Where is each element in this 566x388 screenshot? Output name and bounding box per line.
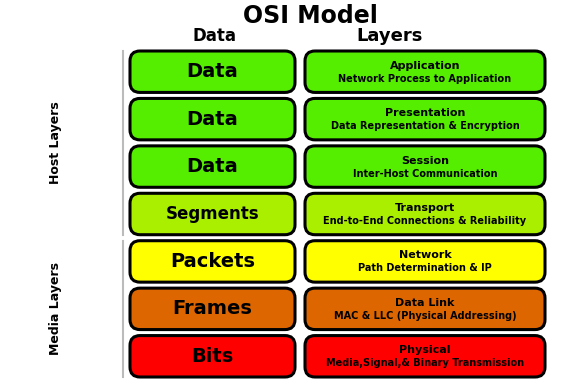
FancyBboxPatch shape <box>130 99 295 140</box>
Text: Data Representation & Encryption: Data Representation & Encryption <box>331 121 520 131</box>
FancyBboxPatch shape <box>305 99 545 140</box>
Text: Physical: Physical <box>399 345 451 355</box>
Text: Application: Application <box>390 61 460 71</box>
Text: Transport: Transport <box>395 203 455 213</box>
FancyBboxPatch shape <box>130 193 295 235</box>
Text: Presentation: Presentation <box>385 108 465 118</box>
Text: Session: Session <box>401 156 449 166</box>
FancyBboxPatch shape <box>305 193 545 235</box>
Text: Data: Data <box>187 157 238 176</box>
FancyBboxPatch shape <box>130 288 295 329</box>
Text: Inter-Host Communication: Inter-Host Communication <box>353 168 498 178</box>
Text: Bits: Bits <box>191 347 234 366</box>
Text: Data: Data <box>193 27 237 45</box>
FancyBboxPatch shape <box>305 336 545 377</box>
Text: Path Determination & IP: Path Determination & IP <box>358 263 492 274</box>
Text: Packets: Packets <box>170 252 255 271</box>
Text: Frames: Frames <box>173 300 252 319</box>
Text: Data: Data <box>187 62 238 81</box>
FancyBboxPatch shape <box>130 51 295 92</box>
Text: Data: Data <box>187 110 238 129</box>
Text: Segments: Segments <box>166 205 259 223</box>
FancyBboxPatch shape <box>130 336 295 377</box>
Text: OSI Model: OSI Model <box>243 4 378 28</box>
FancyBboxPatch shape <box>305 51 545 92</box>
Text: MAC & LLC (Physical Addressing): MAC & LLC (Physical Addressing) <box>334 311 516 321</box>
FancyBboxPatch shape <box>305 288 545 329</box>
Text: Media,Signal,& Binary Transmission: Media,Signal,& Binary Transmission <box>326 358 524 368</box>
Text: Data Link: Data Link <box>395 298 454 308</box>
Text: Media Layers: Media Layers <box>49 262 62 355</box>
Text: Host Layers: Host Layers <box>49 102 62 184</box>
Text: End-to-End Connections & Reliability: End-to-End Connections & Reliability <box>323 216 526 226</box>
Text: Network Process to Application: Network Process to Application <box>338 74 512 84</box>
FancyBboxPatch shape <box>130 241 295 282</box>
FancyBboxPatch shape <box>130 146 295 187</box>
FancyBboxPatch shape <box>305 146 545 187</box>
Text: Network: Network <box>398 250 451 260</box>
FancyBboxPatch shape <box>305 241 545 282</box>
Text: Layers: Layers <box>357 27 423 45</box>
